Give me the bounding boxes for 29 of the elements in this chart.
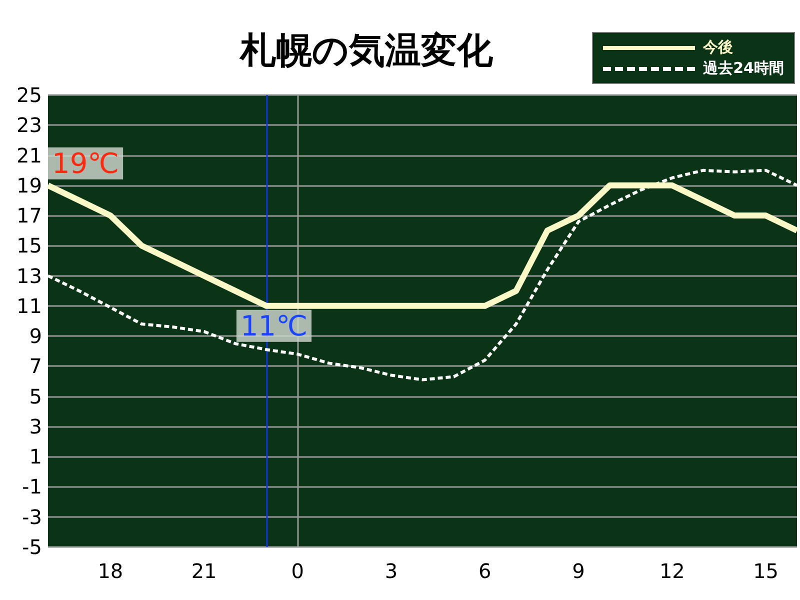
y-tick-label: 19 [16, 173, 42, 198]
x-tick-label: 12 [659, 559, 685, 583]
y-tick-label: 17 [16, 204, 42, 228]
y-tick-label: 1 [29, 444, 42, 469]
y-tick-label: 5 [29, 384, 42, 408]
x-tick-label: 21 [191, 559, 217, 583]
text: 過去24時間 [703, 59, 784, 78]
text: 今後 [703, 38, 734, 57]
annotation: 11℃ [240, 309, 308, 342]
y-tick-label: 23 [16, 113, 42, 138]
y-tick-label: 13 [16, 264, 42, 288]
y-tick-label: 21 [16, 143, 42, 168]
y-tick-label: 9 [29, 324, 42, 348]
x-tick-label: 0 [291, 559, 304, 583]
annotation: 19℃ [52, 146, 120, 180]
x-tick-label: 15 [753, 559, 779, 583]
y-tick-label: -5 [22, 535, 42, 559]
y-tick-label: 25 [16, 83, 42, 107]
x-tick-label: 3 [384, 559, 398, 583]
chart-title: 札幌の気温変化 [239, 30, 494, 72]
x-tick-label: 18 [98, 559, 124, 583]
y-tick-label: 15 [16, 234, 42, 258]
x-tick-label: 6 [478, 559, 492, 583]
y-tick-label: -3 [22, 504, 42, 529]
x-tick-label: 9 [572, 559, 585, 583]
y-tick-label: 3 [29, 414, 42, 438]
y-tick-label: 11 [16, 294, 42, 318]
y-tick-label: 7 [29, 354, 42, 378]
y-tick-label: -1 [22, 474, 42, 499]
